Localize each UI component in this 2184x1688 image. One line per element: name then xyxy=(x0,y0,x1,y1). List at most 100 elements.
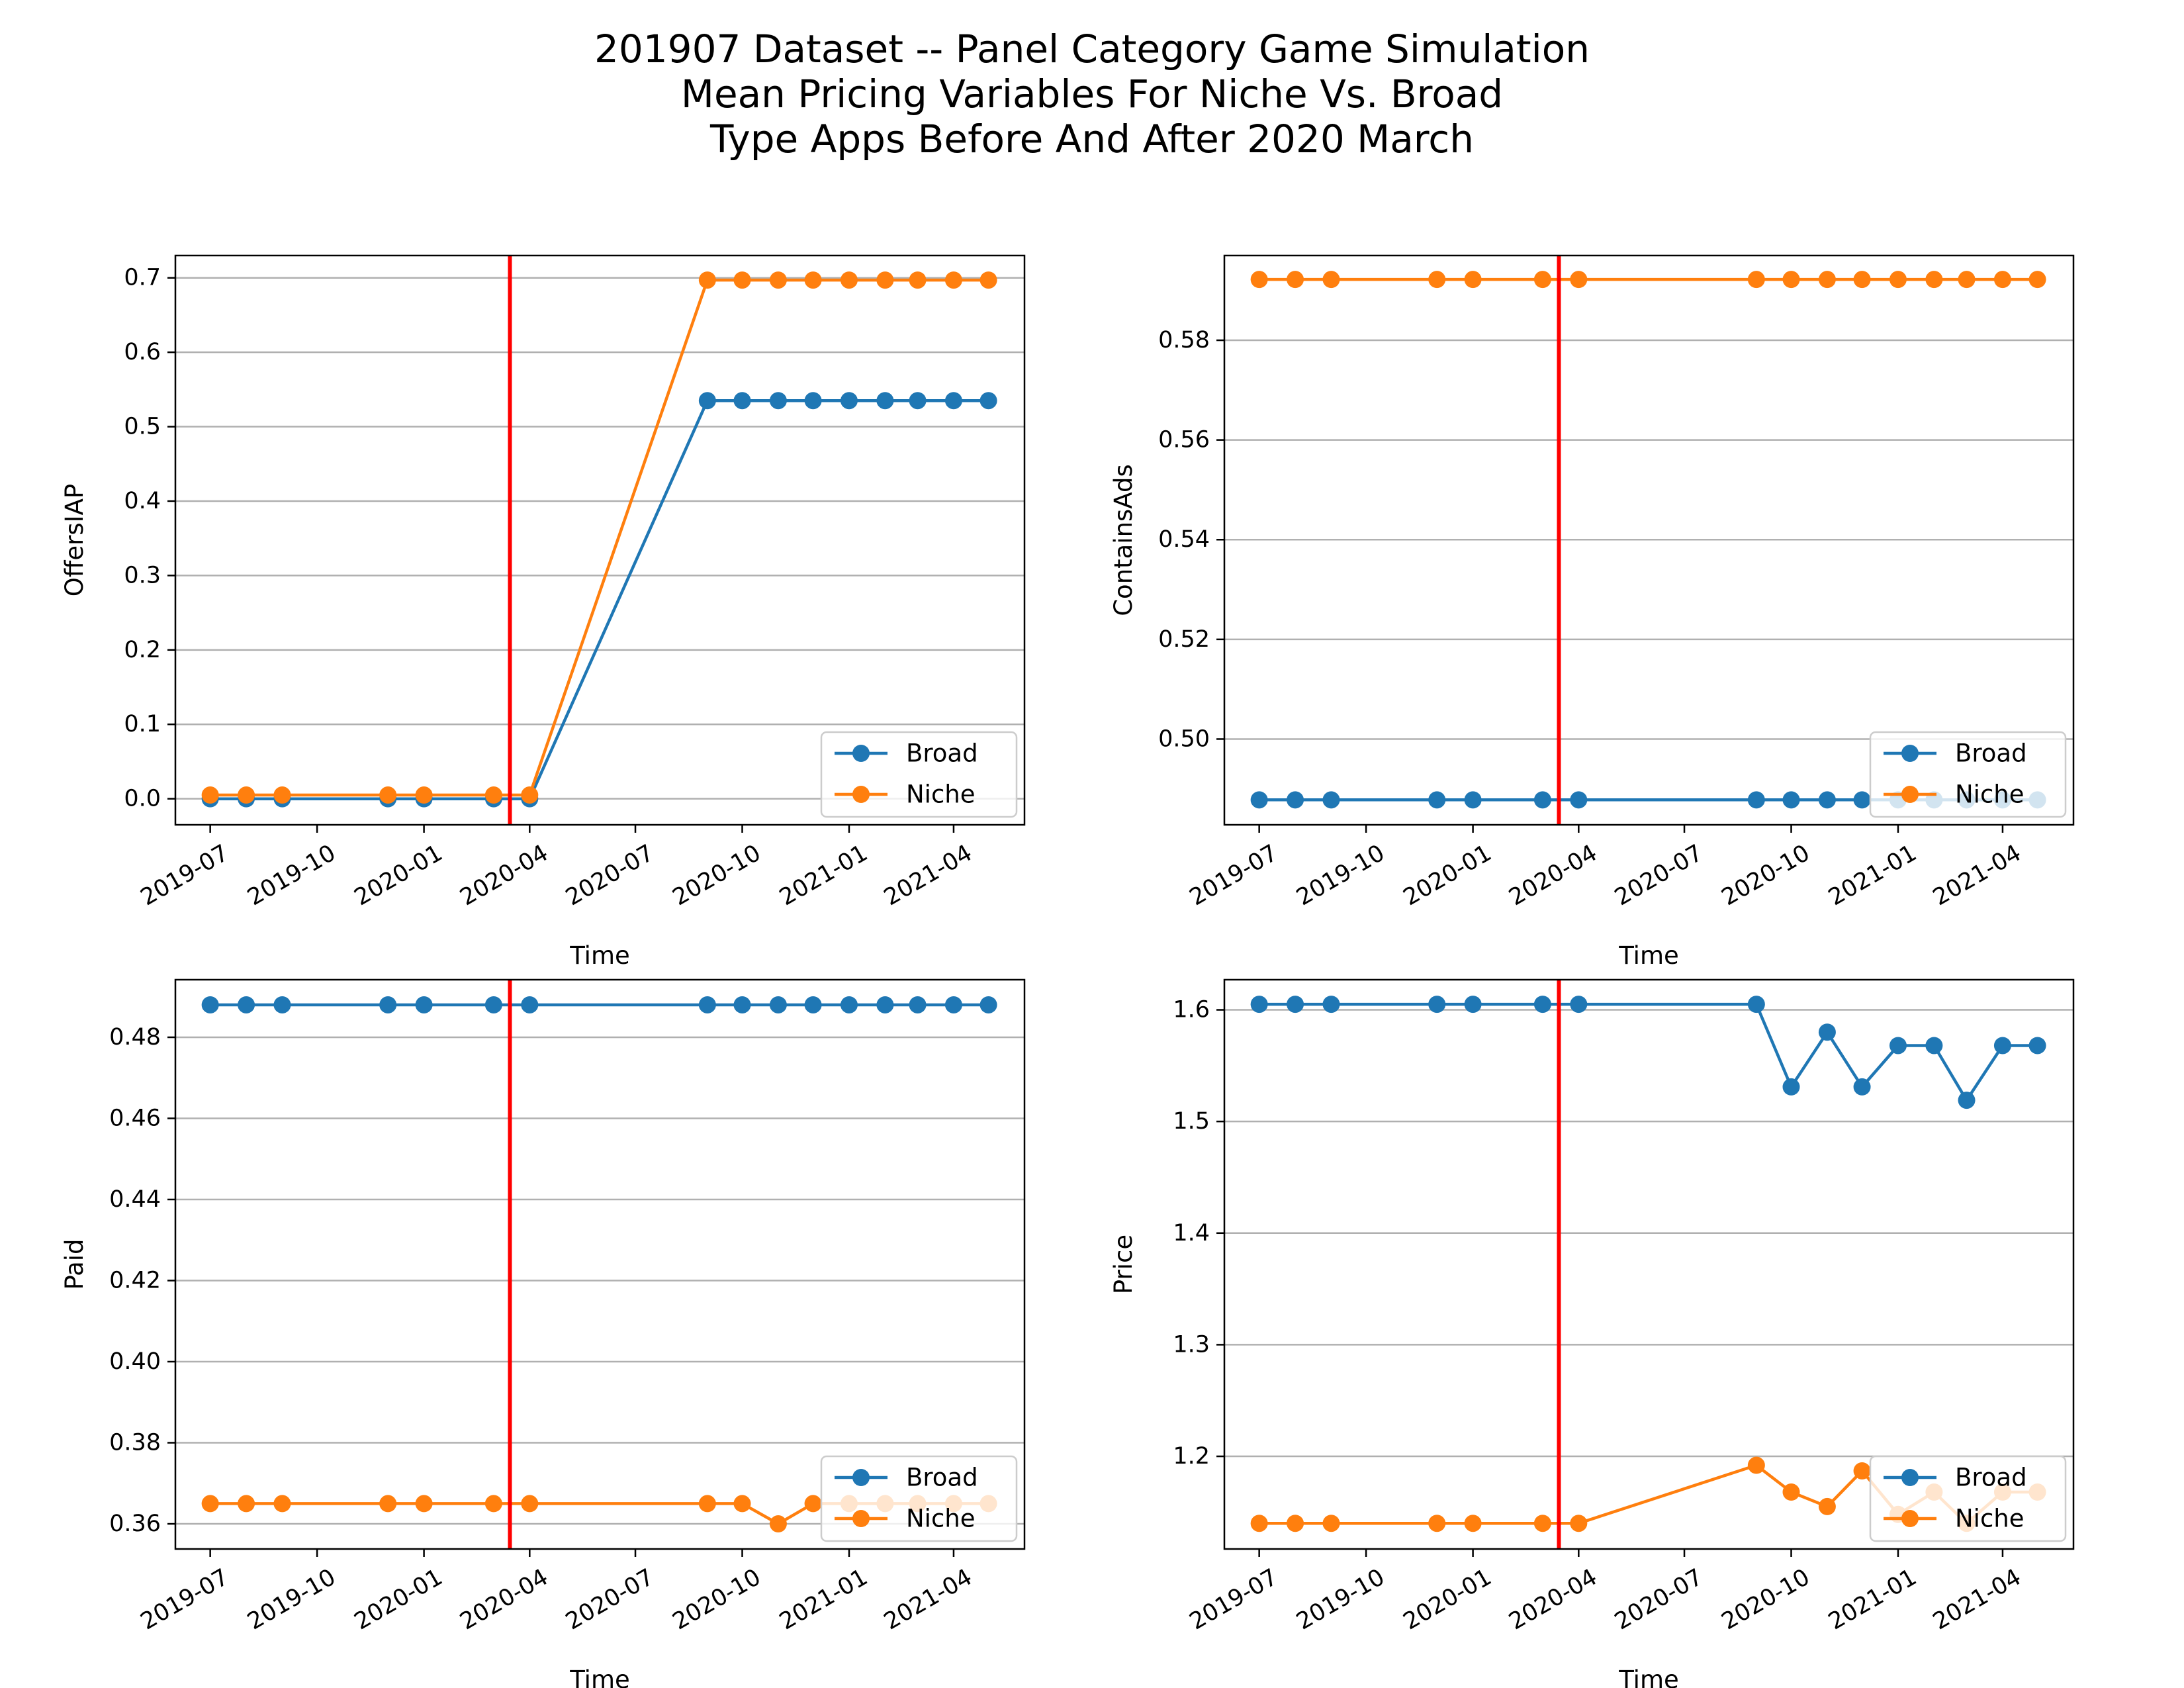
data-point-broad xyxy=(273,996,291,1013)
legend-marker-niche xyxy=(1901,1510,1919,1527)
x-tick-label: 2020-04 xyxy=(1505,1564,1602,1636)
data-point-broad xyxy=(876,392,894,410)
legend-label-broad: Broad xyxy=(1955,739,2027,768)
y-tick-label: 0.1 xyxy=(124,711,161,737)
x-tick-label: 2021-01 xyxy=(1824,1564,1921,1636)
legend-marker-niche xyxy=(852,786,870,803)
y-tick-label: 0.44 xyxy=(109,1186,161,1213)
y-axis-label: OffersIAP xyxy=(60,484,89,596)
x-tick-label: 2021-04 xyxy=(1929,1564,2026,1636)
data-point-broad xyxy=(201,996,219,1013)
data-point-broad xyxy=(698,392,716,410)
figure-title-line-3: Type Apps Before And After 2020 March xyxy=(710,117,1474,162)
legend-label-niche: Niche xyxy=(906,780,976,809)
x-axis-label: Time xyxy=(569,1665,630,1688)
y-tick-label: 1.4 xyxy=(1173,1220,1210,1246)
data-point-niche xyxy=(273,1495,291,1513)
data-point-niche xyxy=(1570,271,1588,289)
data-point-broad xyxy=(1428,791,1446,809)
data-point-niche xyxy=(1853,271,1871,289)
data-point-niche xyxy=(1818,271,1836,289)
data-point-broad xyxy=(1464,996,1482,1013)
data-point-broad xyxy=(484,996,502,1013)
data-point-niche xyxy=(2028,271,2046,289)
data-point-niche xyxy=(1747,271,1765,289)
y-tick-label: 0.7 xyxy=(124,265,161,291)
data-point-broad xyxy=(1287,791,1304,809)
data-point-broad xyxy=(944,392,962,410)
data-point-broad xyxy=(840,996,858,1013)
y-tick-label: 0.56 xyxy=(1158,427,1210,453)
data-point-niche xyxy=(804,271,822,289)
data-point-broad xyxy=(1818,1023,1836,1041)
legend-label-niche: Niche xyxy=(1955,780,2025,809)
data-point-broad xyxy=(1250,996,1268,1013)
y-tick-label: 0.52 xyxy=(1158,626,1210,653)
data-point-niche xyxy=(484,1495,502,1513)
y-tick-label: 0.2 xyxy=(124,637,161,663)
data-point-niche xyxy=(944,271,962,289)
data-point-broad xyxy=(1287,996,1304,1013)
x-tick-label: 2021-01 xyxy=(1824,840,1921,912)
series-line-broad xyxy=(210,399,989,800)
data-point-niche xyxy=(521,1495,539,1513)
x-tick-label: 2019-10 xyxy=(1292,1564,1389,1636)
x-tick-label: 2020-07 xyxy=(1610,1564,1707,1636)
x-tick-label: 2020-10 xyxy=(1717,840,1815,912)
data-point-niche xyxy=(1925,271,1943,289)
data-point-broad xyxy=(1889,1037,1907,1055)
y-tick-label: 0.50 xyxy=(1158,726,1210,752)
y-tick-label: 0.38 xyxy=(109,1430,161,1456)
data-point-broad xyxy=(1533,996,1551,1013)
data-point-niche xyxy=(379,1495,397,1513)
x-tick-label: 2021-04 xyxy=(880,1564,977,1636)
data-point-niche xyxy=(379,786,397,804)
data-point-niche xyxy=(415,786,433,804)
data-point-niche xyxy=(698,271,716,289)
data-point-niche xyxy=(521,786,539,804)
y-tick-label: 1.5 xyxy=(1173,1108,1210,1135)
legend-label-broad: Broad xyxy=(1955,1464,2027,1492)
data-point-niche xyxy=(1818,1497,1836,1515)
data-point-broad xyxy=(979,996,997,1013)
data-point-niche xyxy=(1533,271,1551,289)
data-point-niche xyxy=(1287,271,1304,289)
legend-marker-broad xyxy=(1901,745,1919,762)
figure-title: 201907 Dataset -- Panel Category Game Si… xyxy=(0,26,2184,162)
data-point-broad xyxy=(1853,791,1871,809)
legend-label-broad: Broad xyxy=(906,739,978,768)
legend-label-niche: Niche xyxy=(1955,1505,2025,1533)
data-point-broad xyxy=(1958,1092,1976,1109)
x-tick-label: 2019-07 xyxy=(1185,1564,1283,1636)
data-point-niche xyxy=(1287,1515,1304,1532)
x-tick-label: 2019-07 xyxy=(136,840,234,912)
data-point-broad xyxy=(1322,791,1340,809)
data-point-niche xyxy=(979,271,997,289)
data-point-niche xyxy=(1428,271,1446,289)
x-tick-label: 2019-07 xyxy=(1185,840,1283,912)
data-point-niche xyxy=(909,271,927,289)
x-tick-label: 2019-07 xyxy=(136,1564,234,1636)
data-point-niche xyxy=(1464,1515,1482,1532)
legend: Broad Niche xyxy=(1869,731,2067,818)
y-tick-label: 0.6 xyxy=(124,339,161,365)
y-tick-label: 0.40 xyxy=(109,1348,161,1375)
data-point-broad xyxy=(1250,791,1268,809)
x-tick-label: 2019-10 xyxy=(243,840,340,912)
legend-marker-broad xyxy=(852,1469,870,1486)
data-point-broad xyxy=(979,392,997,410)
data-point-broad xyxy=(733,996,751,1013)
data-point-niche xyxy=(1747,1456,1765,1474)
data-point-niche xyxy=(840,271,858,289)
x-tick-label: 2020-10 xyxy=(668,840,766,912)
data-point-broad xyxy=(840,392,858,410)
data-point-broad xyxy=(909,392,927,410)
data-point-broad xyxy=(804,392,822,410)
y-tick-label: 0.54 xyxy=(1158,526,1210,553)
data-point-broad xyxy=(769,996,787,1013)
data-point-broad xyxy=(415,996,433,1013)
x-tick-label: 2021-01 xyxy=(775,840,872,912)
